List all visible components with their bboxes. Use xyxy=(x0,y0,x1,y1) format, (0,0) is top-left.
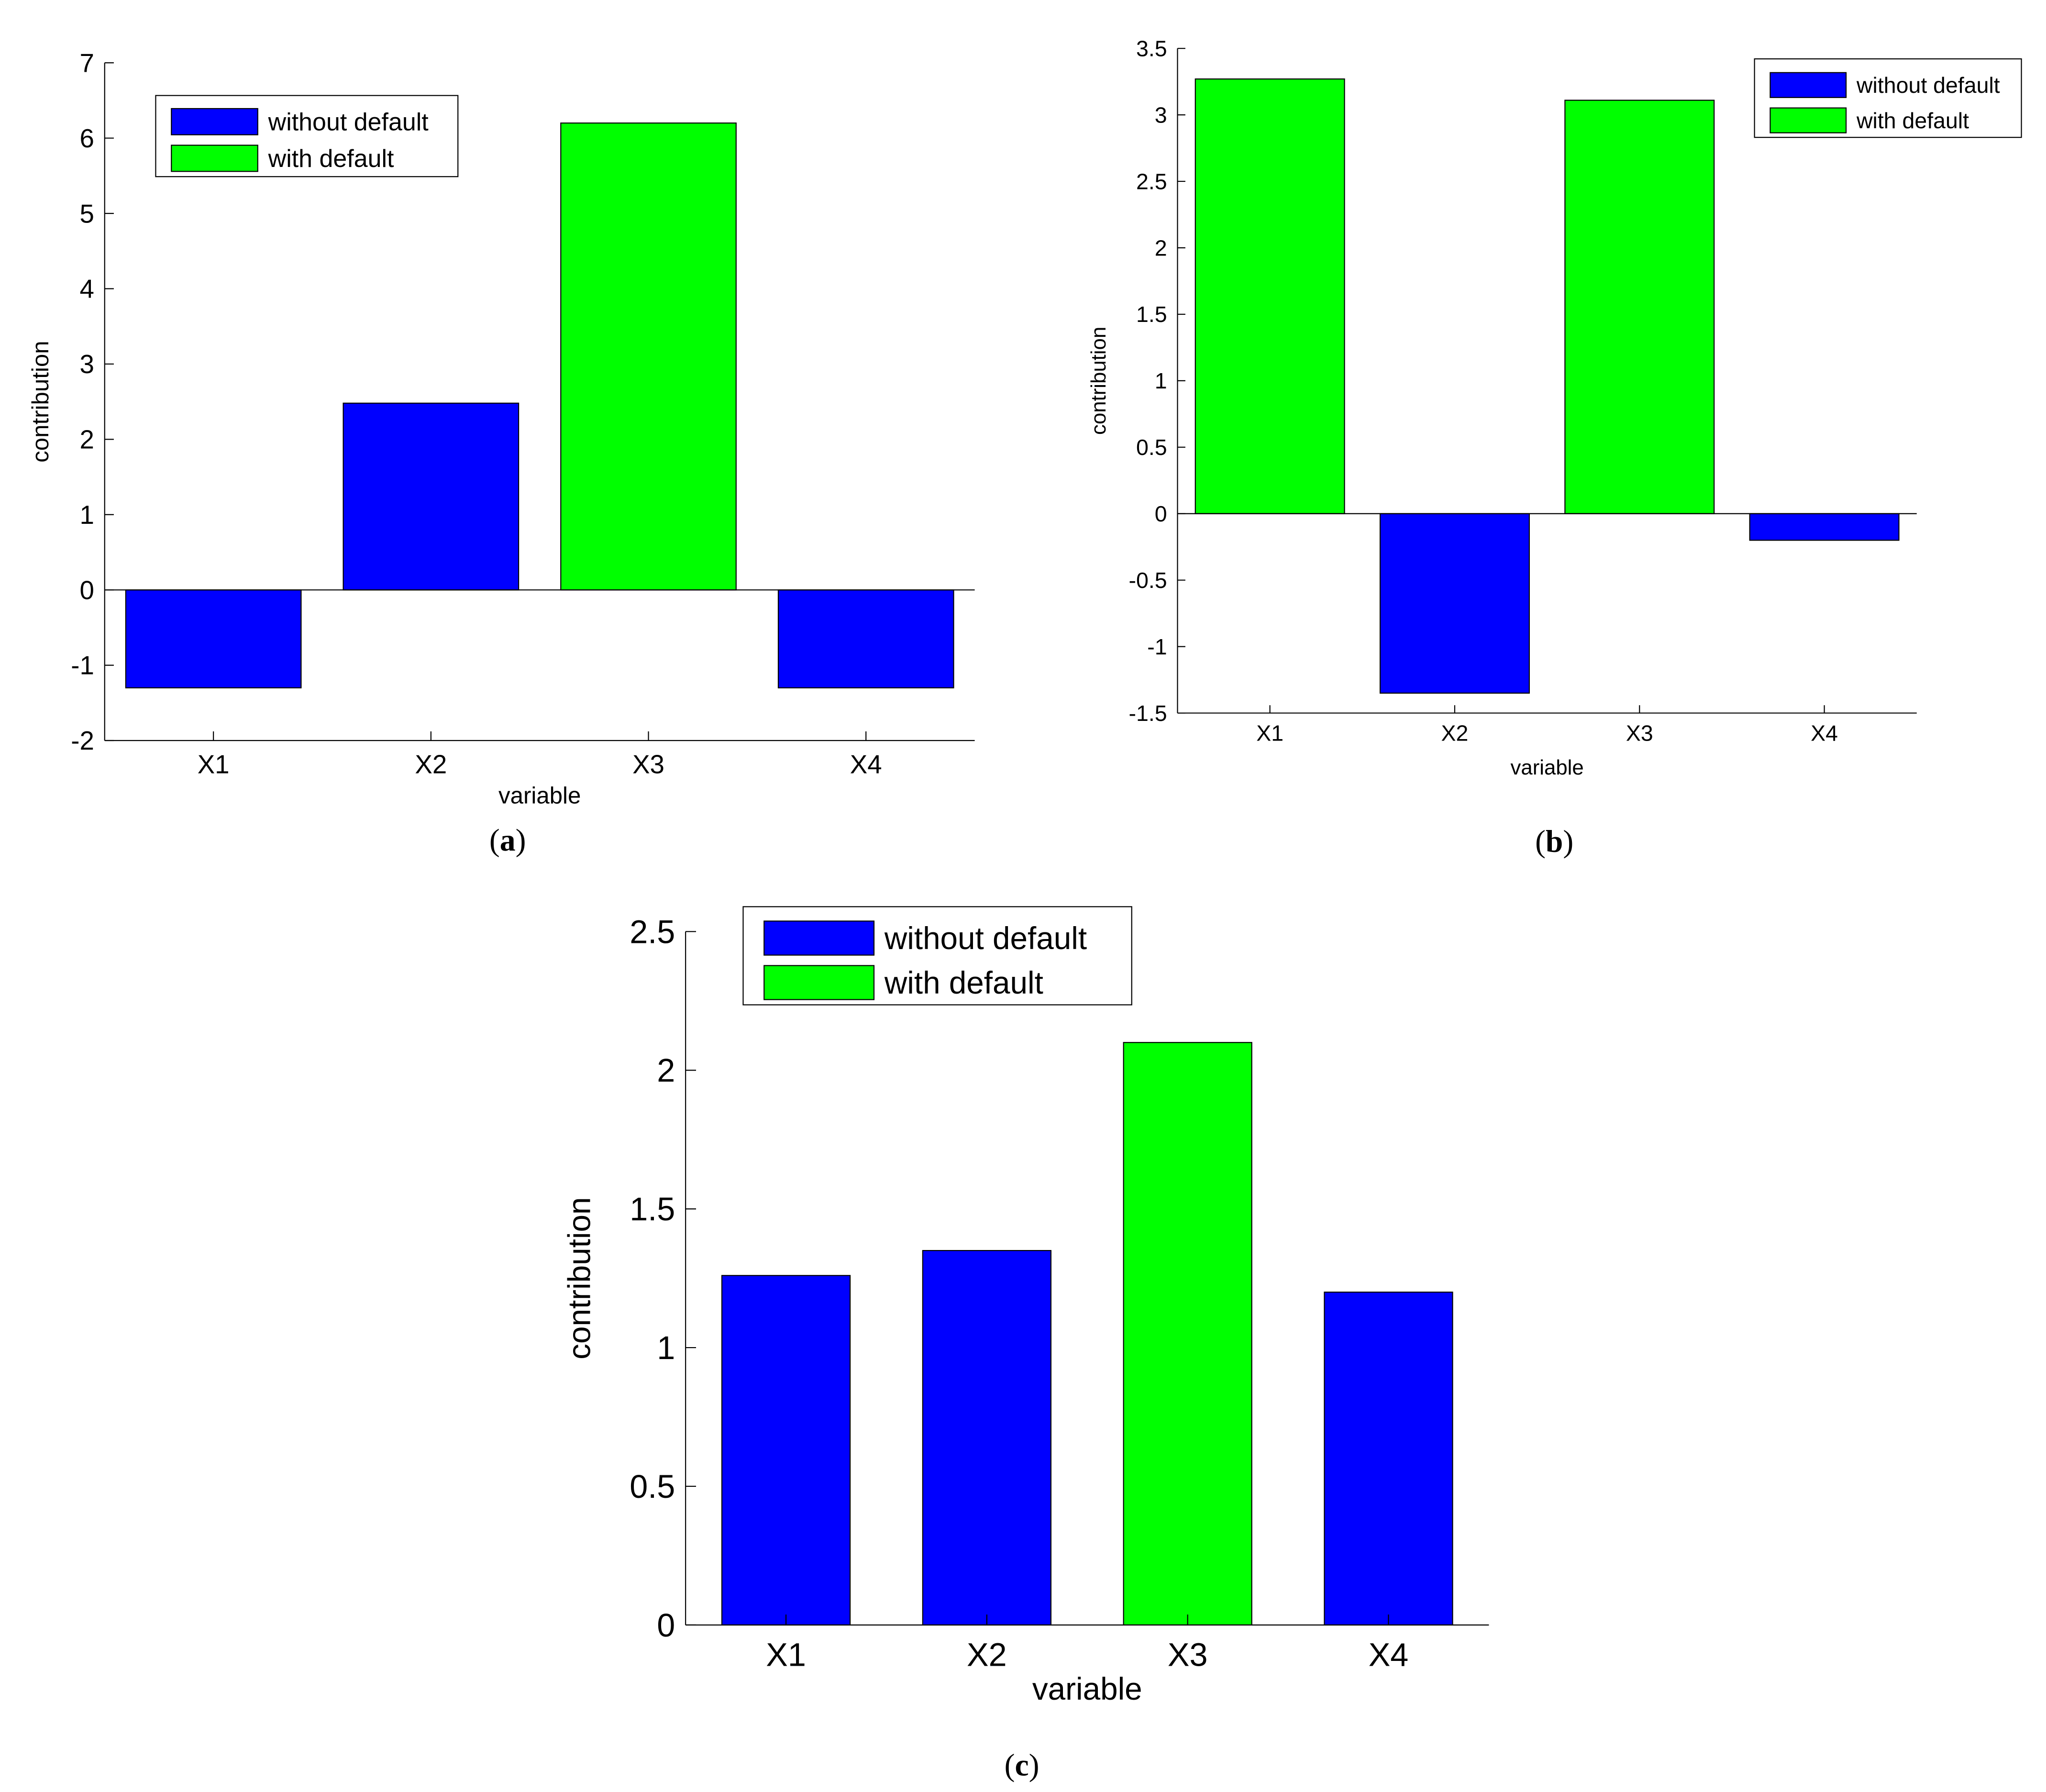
x-axis-label: variable xyxy=(1511,756,1584,779)
panel-caption: (c) xyxy=(1005,1748,1040,1782)
caption-close-paren: ) xyxy=(1029,1748,1040,1782)
bar-x2 xyxy=(343,402,520,591)
y-tick-label: 1 xyxy=(657,1330,675,1366)
x-tick-label: X2 xyxy=(967,1637,1007,1673)
legend-swatch xyxy=(171,108,258,135)
y-tick-label: 0 xyxy=(1155,501,1167,526)
caption-letter: a xyxy=(500,823,516,858)
x-tick-label: X4 xyxy=(850,749,882,779)
y-tick-label: 2.5 xyxy=(1136,169,1167,194)
y-tick-label: 0.5 xyxy=(1136,435,1167,460)
y-axis-label: contribution xyxy=(1087,327,1110,435)
caption-close-paren: ) xyxy=(516,823,526,858)
x-tick-label: X3 xyxy=(1626,721,1653,746)
caption-open-paren: ( xyxy=(489,823,500,858)
legend-swatch xyxy=(763,965,875,1000)
y-tick-label: 3 xyxy=(1155,102,1167,127)
legend-label: with default xyxy=(884,965,1043,1000)
x-tick-label: X4 xyxy=(1369,1637,1409,1673)
legend-label: without default xyxy=(268,109,429,136)
x-tick-label: X2 xyxy=(415,749,447,779)
bar-x3 xyxy=(560,122,737,591)
x-axis-label: variable xyxy=(1032,1671,1142,1706)
y-tick-label: 7 xyxy=(79,48,94,77)
x-tick-label: X3 xyxy=(632,749,664,779)
legend-label: with default xyxy=(268,145,394,173)
legend-swatch xyxy=(1770,107,1847,133)
caption-open-paren: ( xyxy=(1535,824,1546,859)
bar-x4 xyxy=(1749,513,1900,541)
y-tick-label: 2 xyxy=(79,424,94,454)
y-tick-label: 1.5 xyxy=(1136,302,1167,327)
bar-x1 xyxy=(721,1275,851,1626)
caption-letter: b xyxy=(1546,824,1563,859)
y-tick-label: 6 xyxy=(79,123,94,153)
bar-x4 xyxy=(777,589,954,688)
bar-x1 xyxy=(1194,78,1345,514)
y-tick-label: 0 xyxy=(79,575,94,605)
bar-x2 xyxy=(1379,513,1530,694)
y-tick-label: 1 xyxy=(1155,368,1167,393)
caption-open-paren: ( xyxy=(1005,1748,1015,1782)
legend-label: without default xyxy=(1856,73,2000,98)
y-tick-label: 2 xyxy=(657,1052,675,1089)
legend: without default with default xyxy=(1754,58,2022,138)
y-tick-label: -1 xyxy=(1147,634,1167,659)
y-tick-label: 1 xyxy=(79,500,94,530)
x-tick-label: X1 xyxy=(766,1637,806,1673)
y-tick-label: -1 xyxy=(71,651,94,680)
caption-letter: c xyxy=(1015,1748,1029,1782)
legend-swatch xyxy=(1770,72,1847,98)
panel-caption: (a) xyxy=(489,823,526,858)
legend: without default with default xyxy=(742,906,1132,1006)
caption-close-paren: ) xyxy=(1563,824,1573,859)
x-tick-label: X2 xyxy=(1441,721,1469,746)
bar-x3 xyxy=(1123,1042,1252,1626)
legend: without default with default xyxy=(155,95,459,177)
x-tick-label: X1 xyxy=(1256,721,1283,746)
y-tick-label: -1.5 xyxy=(1129,701,1167,726)
legend-label: without default xyxy=(884,921,1087,956)
bar-x1 xyxy=(125,589,302,688)
y-tick-label: 1.5 xyxy=(630,1191,675,1228)
legend-swatch xyxy=(171,144,258,172)
bar-x2 xyxy=(922,1250,1051,1626)
chart-panel-c: 0 0.5 1 1.5 2 2.5 X1 X2 X3 X4 variable contribution… xyxy=(562,906,1489,1782)
y-tick-label: 2.5 xyxy=(630,914,675,950)
bar-x4 xyxy=(1324,1291,1453,1626)
legend-label: with default xyxy=(1856,108,1969,133)
y-tick-label: 4 xyxy=(79,274,94,304)
x-tick-label: X3 xyxy=(1168,1637,1208,1673)
y-tick-label: 0 xyxy=(657,1607,675,1644)
y-tick-label: 5 xyxy=(79,199,94,228)
y-tick-label: 2 xyxy=(1155,235,1167,260)
y-tick-label: 3.5 xyxy=(1136,36,1167,61)
legend-swatch xyxy=(763,920,875,956)
bar-x3 xyxy=(1564,100,1715,514)
panel-caption: (b) xyxy=(1535,824,1573,859)
y-axis-label: contribution xyxy=(562,1197,597,1359)
y-axis-label: contribution xyxy=(27,341,54,462)
x-tick-label: X4 xyxy=(1811,721,1838,746)
y-tick-label: 3 xyxy=(79,349,94,379)
chart-panel-a: -2 -1 0 1 2 3 4 5 6 7 X1 X2 X3 X4 variable contribution… xyxy=(27,48,975,858)
x-axis-label: variable xyxy=(498,782,581,808)
chart-panel-b: -1.5 -1 -0.5 0 0.5 1 1.5 2 2.5 3 3.5 X1 X2 X3 X4 variab… xyxy=(1087,36,2022,859)
y-tick-label: -0.5 xyxy=(1129,568,1167,593)
y-tick-label: 0.5 xyxy=(630,1469,675,1505)
x-tick-label: X1 xyxy=(198,749,230,779)
y-tick-label: -2 xyxy=(71,726,94,755)
